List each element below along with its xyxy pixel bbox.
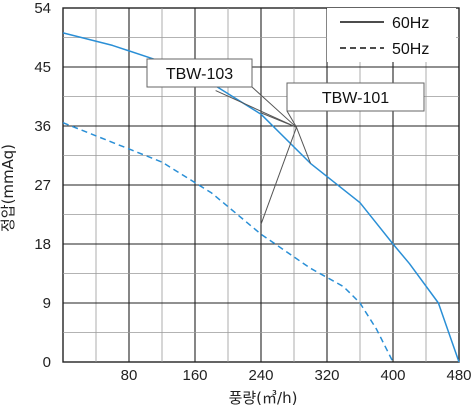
- callout-box: [286, 82, 425, 112]
- y-tick-label: 27: [34, 177, 51, 194]
- y-tick-label: 9: [43, 295, 51, 312]
- callout-box: [146, 58, 253, 88]
- y-tick-label: 18: [34, 236, 51, 253]
- x-tick-label: 320: [314, 367, 339, 384]
- callout-leader: [286, 110, 297, 128]
- callout-label: TBW-103: [166, 66, 233, 83]
- callout-layer: TBW-103 TBW-101: [146, 58, 425, 225]
- x-tick-label: 240: [248, 367, 273, 384]
- x-tick-label: 80: [121, 367, 138, 384]
- callout-leader: [251, 86, 297, 128]
- tick-labels: 80 160 240 320 400 480 0 9 18 27 36 45 54: [34, 0, 471, 384]
- legend: 60Hz 50Hz: [327, 8, 456, 62]
- y-tick-label: 36: [34, 118, 51, 135]
- legend-label-60hz: 60Hz: [392, 15, 429, 32]
- callout-leader: [260, 112, 297, 128]
- y-tick-label: 45: [34, 59, 51, 76]
- callout-label: TBW-101: [322, 90, 389, 107]
- x-tick-label: 480: [446, 367, 471, 384]
- callout-leader: [296, 127, 311, 164]
- y-tick-label: 54: [34, 0, 51, 17]
- callout-leader: [260, 127, 297, 225]
- x-tick-label: 160: [182, 367, 207, 384]
- y-tick-label: 0: [43, 354, 51, 371]
- series-layer: [62, 32, 460, 363]
- series-line-50hz: [62, 122, 394, 363]
- legend-box: [327, 8, 456, 62]
- series-line-60hz: [62, 32, 460, 363]
- callout-leader: [215, 90, 297, 128]
- x-axis-label: 풍량(㎥/h): [229, 389, 298, 407]
- y-axis-label: 정압(mmAq): [0, 144, 17, 232]
- x-tick-label: 400: [380, 367, 405, 384]
- legend-label-50hz: 50Hz: [392, 41, 429, 58]
